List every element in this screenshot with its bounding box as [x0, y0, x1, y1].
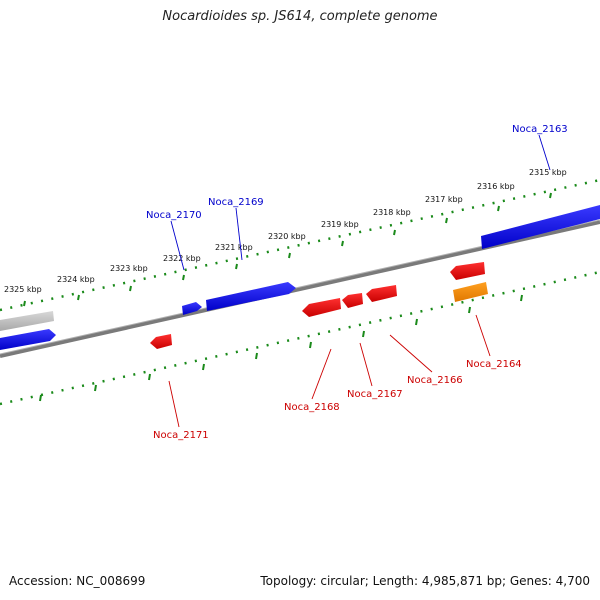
kbp-label: 2324 kbp: [57, 275, 95, 284]
upper-scale-track: [0, 178, 600, 312]
kbp-label: 2317 kbp: [425, 195, 463, 204]
callout-line: [311, 348, 332, 400]
gene-arrow[interactable]: [206, 282, 296, 311]
tick-major: [182, 274, 185, 281]
kbp-label: 2321 kbp: [215, 243, 253, 252]
tick-major: [415, 318, 418, 326]
lower-scale-track: [0, 270, 600, 406]
gene-label-noca-2167[interactable]: Noca_2167: [347, 389, 403, 400]
tick-minor-row: [0, 178, 600, 312]
gene-arrow[interactable]: [342, 293, 363, 308]
kbp-label: 2319 kbp: [321, 220, 359, 229]
tick-major: [77, 294, 80, 301]
kbp-label: 2325 kbp: [4, 285, 42, 294]
kbp-label: 2315 kbp: [529, 168, 567, 177]
rna-gene-block[interactable]: [453, 282, 488, 302]
gene-label-noca-2166[interactable]: Noca_2166: [407, 375, 463, 386]
reverse-strand-genes: [150, 262, 488, 349]
gene-arrow[interactable]: [450, 262, 485, 280]
callout-line: [475, 314, 491, 357]
callout-line: [235, 207, 243, 261]
gene-label-noca-2170[interactable]: Noca_2170: [146, 210, 202, 221]
tick-major: [202, 363, 205, 371]
tick-major: [341, 240, 344, 247]
gene-arrow[interactable]: [302, 298, 341, 317]
gene-arrow-faded[interactable]: [0, 311, 54, 331]
callout-line: [359, 342, 373, 387]
tick-major: [549, 192, 552, 199]
gene-label-noca-2171[interactable]: Noca_2171: [153, 430, 209, 441]
accession-text: Accession: NC_008699: [9, 574, 146, 588]
tick-major: [497, 205, 500, 212]
kbp-label: 2323 kbp: [110, 264, 148, 273]
tick-major: [445, 217, 448, 224]
tick-minor-row: [0, 270, 600, 406]
tick-major: [393, 229, 396, 236]
gene-label-noca-2169[interactable]: Noca_2169: [208, 197, 264, 208]
kbp-label: 2320 kbp: [268, 232, 306, 241]
tick-major: [288, 252, 291, 259]
tick-major: [235, 263, 238, 270]
gene-arrow[interactable]: [366, 285, 397, 302]
tick-major: [362, 330, 365, 338]
callout-line: [168, 380, 180, 428]
tick-major: [468, 306, 471, 314]
callout-lines: [168, 134, 551, 428]
gene-arrow[interactable]: [182, 302, 202, 315]
kbp-labels: 2325 kbp 2324 kbp 2323 kbp 2322 kbp 2321…: [4, 168, 567, 294]
kbp-label: 2316 kbp: [477, 182, 515, 191]
tick-major: [520, 294, 523, 302]
kbp-label: 2318 kbp: [373, 208, 411, 217]
gene-label-noca-2164[interactable]: Noca_2164: [466, 359, 522, 370]
genome-backbone: [0, 220, 600, 358]
tick-major: [148, 373, 151, 381]
kbp-label: 2322 kbp: [163, 254, 201, 263]
tick-major: [94, 384, 97, 392]
gene-arrow[interactable]: [150, 334, 172, 349]
gene-label-noca-2163[interactable]: Noca_2163: [512, 124, 568, 135]
callout-line: [170, 220, 185, 271]
genome-summary-text: Topology: circular; Length: 4,985,871 bp…: [260, 574, 590, 588]
tick-major: [309, 341, 312, 349]
forward-strand-genes: [0, 205, 600, 350]
gene-labels: Noca_2163 Noca_2169 Noca_2170 Noca_2164 …: [146, 124, 568, 441]
callout-line: [389, 334, 433, 373]
tick-major: [129, 285, 132, 292]
gene-label-noca-2168[interactable]: Noca_2168: [284, 402, 340, 413]
gene-arrow[interactable]: [481, 205, 600, 249]
tick-major: [39, 394, 42, 402]
callout-line: [538, 134, 551, 171]
gene-arrow[interactable]: [0, 329, 56, 350]
tick-major: [23, 300, 26, 307]
map-title: Nocardioides sp. JS614, complete genome: [162, 9, 438, 24]
tick-major: [255, 352, 258, 360]
